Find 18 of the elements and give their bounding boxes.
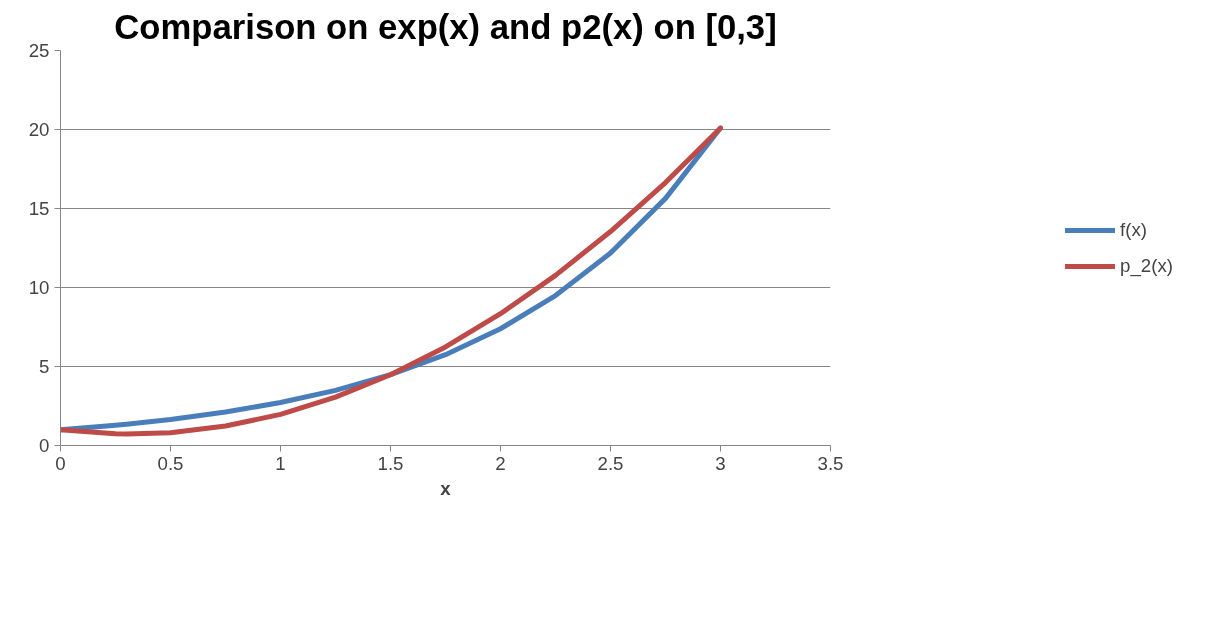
- y-tick-label: 25: [28, 40, 50, 61]
- y-tick-label: 5: [39, 356, 50, 377]
- legend-label: p_2(x): [1120, 254, 1173, 277]
- x-tick-label: 0.5: [157, 452, 184, 474]
- chart-title: Comparison on exp(x) and p2(x) on [0,3]: [114, 7, 777, 46]
- y-tick-label: 10: [28, 277, 50, 298]
- x-tick-label: 2: [495, 452, 506, 474]
- x-tick-label: 2.5: [597, 452, 624, 474]
- y-tick-label: 0: [39, 435, 50, 456]
- y-tick-label: 15: [28, 198, 50, 219]
- x-tick-label: 0: [55, 452, 66, 474]
- x-tick-label: 1: [275, 452, 286, 474]
- x-tick-label: 1.5: [377, 452, 404, 474]
- x-axis-title: x: [440, 477, 452, 499]
- y-tick-label: 20: [28, 119, 50, 140]
- legend-label: f(x): [1120, 218, 1147, 241]
- x-tick-label: 3.5: [817, 452, 844, 474]
- x-tick-label: 3: [715, 452, 726, 474]
